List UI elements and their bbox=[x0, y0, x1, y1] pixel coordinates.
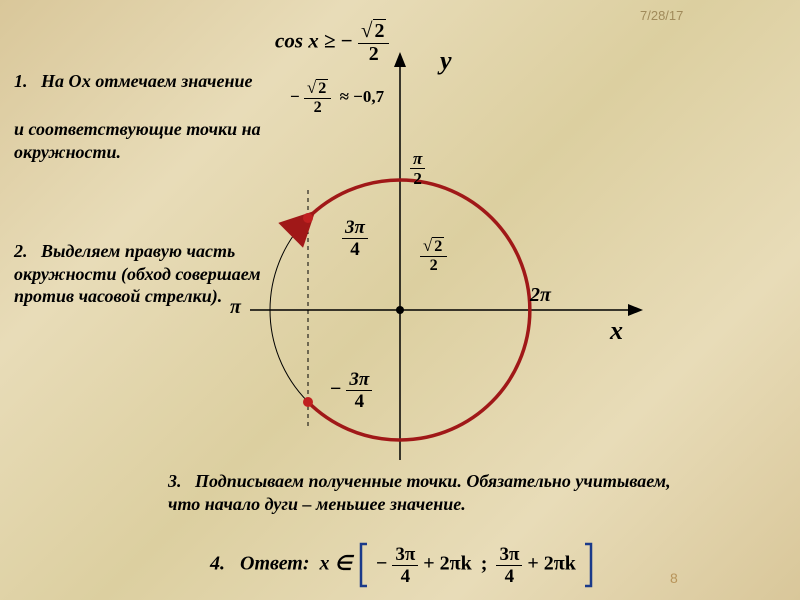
point-bottom bbox=[303, 397, 313, 407]
point-top bbox=[303, 213, 313, 223]
origin-point bbox=[396, 306, 404, 314]
unit-circle-diagram bbox=[0, 0, 800, 600]
two-pi-label: 2π bbox=[530, 284, 551, 307]
three-pi-4-label: 3π 4 bbox=[342, 218, 368, 259]
pi-over-2-label: π 2 bbox=[410, 150, 425, 187]
neg-three-pi-4-label: − 3π 4 bbox=[330, 370, 372, 411]
sqrt2-over-2-label: 2 2 bbox=[420, 238, 447, 274]
